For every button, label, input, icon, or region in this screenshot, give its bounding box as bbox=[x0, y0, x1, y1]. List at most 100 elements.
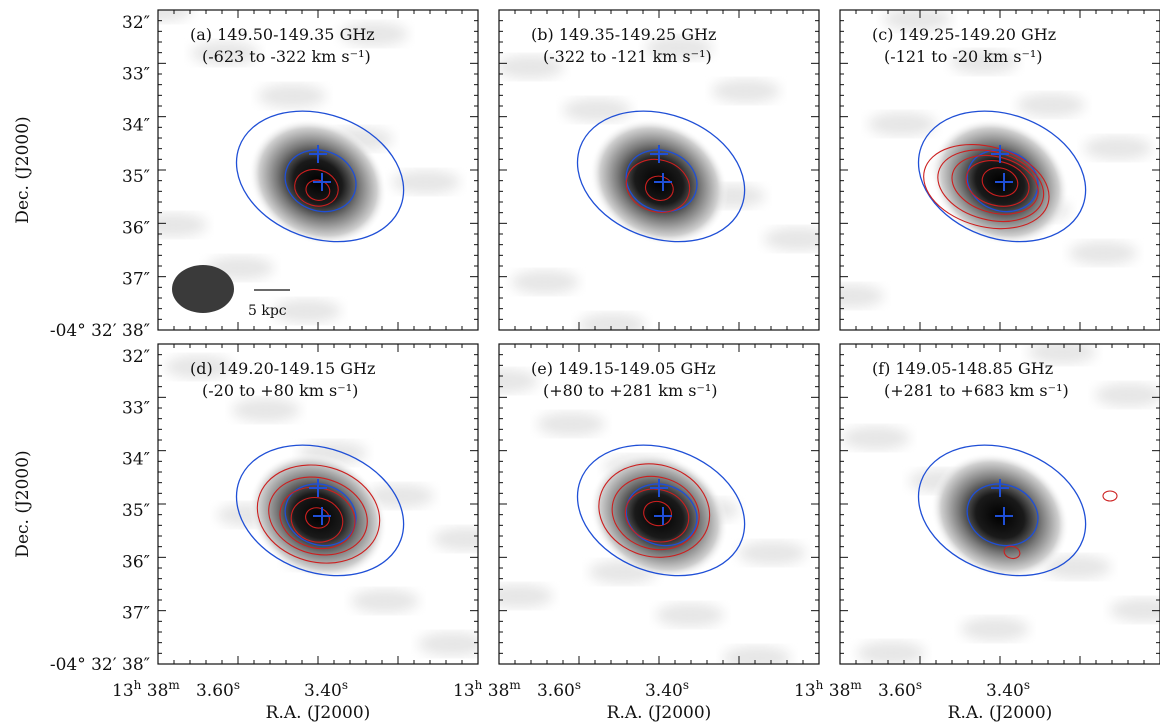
y-axis-label: Dec. (J2000) bbox=[13, 116, 33, 223]
panel-title: (d) 149.20-149.15 GHz bbox=[190, 359, 375, 378]
panel-velocity: (-322 to -121 km s⁻¹) bbox=[543, 47, 712, 66]
panel-velocity: (-20 to +80 km s⁻¹) bbox=[202, 381, 358, 400]
y-tick-label: 36″ bbox=[122, 552, 150, 572]
panel-b: (b) 149.35-149.25 GHz (-322 to -121 km s⁻… bbox=[498, 9, 820, 331]
noise-blob bbox=[1095, 383, 1160, 407]
x-tick-label: 3.60s bbox=[196, 678, 240, 701]
outer-ellipse bbox=[917, 110, 1087, 243]
noise-blob bbox=[499, 369, 538, 393]
panel-title: (c) 149.25-149.20 GHz bbox=[872, 25, 1056, 44]
noise-blob bbox=[1028, 344, 1096, 364]
outer-ellipse bbox=[235, 110, 405, 243]
scale-bar-label: 5 kpc bbox=[248, 303, 287, 319]
red-contour bbox=[923, 144, 1050, 230]
noise-blob bbox=[840, 284, 884, 308]
noise-blob bbox=[366, 484, 434, 508]
x-axis-label: R.A. (J2000) bbox=[266, 703, 371, 723]
noise-blob bbox=[418, 632, 478, 656]
y-tick-label: -04° 32′ 38″ bbox=[50, 321, 150, 341]
red-contour bbox=[268, 476, 368, 556]
red-contour bbox=[305, 507, 330, 529]
noise-blob bbox=[499, 584, 553, 608]
panel-f: (f) 149.05-148.85 GHz (+281 to +683 km s⁻… bbox=[839, 343, 1160, 665]
outer-ellipse bbox=[917, 444, 1087, 577]
panel-velocity: (-623 to -322 km s⁻¹) bbox=[202, 47, 371, 66]
panel-title: (b) 149.35-149.25 GHz bbox=[531, 25, 716, 44]
noise-blob bbox=[712, 79, 780, 103]
noise-blob bbox=[158, 10, 192, 22]
y-tick-label: 33″ bbox=[122, 64, 150, 84]
outer-ellipse bbox=[576, 110, 746, 243]
panel-e: (e) 149.15-149.05 GHz (+80 to +281 km s⁻¹… bbox=[498, 343, 820, 665]
noise-blob bbox=[764, 227, 819, 251]
red-contour bbox=[305, 179, 331, 201]
noise-blob bbox=[537, 412, 605, 436]
x-tick-label: 13h 38m bbox=[112, 678, 180, 701]
red-contour bbox=[611, 475, 700, 551]
noise-blob bbox=[1069, 241, 1137, 265]
red-contour-secondary bbox=[1102, 490, 1118, 502]
y-tick-label: 32″ bbox=[122, 347, 150, 367]
red-contour bbox=[256, 464, 381, 564]
y-tick-label: 32″ bbox=[122, 13, 150, 33]
noise-blob bbox=[158, 213, 207, 237]
noise-blob bbox=[578, 313, 646, 330]
red-contour bbox=[598, 463, 711, 558]
y-tick-label: 35″ bbox=[122, 501, 150, 521]
noise-blob bbox=[857, 641, 925, 664]
x-tick-label: 3.40s bbox=[986, 678, 1030, 701]
panel-c: (c) 149.25-149.20 GHz (-121 to -20 km s⁻¹… bbox=[839, 9, 1160, 331]
x-tick-label: 13h 38m bbox=[453, 678, 521, 701]
noise-blob bbox=[191, 41, 259, 65]
noise-blob bbox=[258, 84, 326, 108]
outer-ellipse bbox=[235, 444, 405, 577]
x-axis-label: R.A. (J2000) bbox=[607, 703, 712, 723]
y-tick-label: 35″ bbox=[122, 167, 150, 187]
noise-blob bbox=[511, 270, 579, 294]
noise-blob bbox=[868, 112, 936, 136]
noise-blob bbox=[340, 22, 408, 46]
red-contour bbox=[290, 497, 344, 543]
noise-blob bbox=[1110, 598, 1160, 622]
panel-a: (a) 149.50-149.35 GHz (-623 to -322 km s⁻… bbox=[157, 9, 479, 331]
panel-velocity: (+281 to +683 km s⁻¹) bbox=[884, 381, 1069, 400]
x-tick-label: 3.60s bbox=[537, 678, 581, 701]
noise-blob bbox=[351, 589, 419, 613]
noise-blob bbox=[950, 50, 1018, 74]
y-tick-label: 37″ bbox=[122, 270, 150, 290]
noise-blob bbox=[883, 10, 951, 31]
red-contour bbox=[1003, 545, 1021, 560]
red-contour bbox=[965, 160, 1030, 207]
panel-title: (a) 149.50-149.35 GHz bbox=[190, 25, 375, 44]
noise-blob bbox=[738, 541, 806, 565]
inner-ellipse bbox=[284, 149, 357, 213]
y-tick-label: 36″ bbox=[122, 218, 150, 238]
noise-blob bbox=[656, 603, 724, 627]
noise-blob bbox=[723, 646, 791, 664]
panel-velocity: (-121 to -20 km s⁻¹) bbox=[884, 47, 1043, 66]
noise-blob bbox=[433, 527, 478, 551]
noise-blob bbox=[1084, 136, 1152, 160]
noise-blob bbox=[1043, 555, 1111, 579]
y-tick-label: 34″ bbox=[122, 116, 150, 136]
panel-d: (d) 149.20-149.15 GHz (-20 to +80 km s⁻¹) bbox=[157, 343, 479, 665]
noise-blob bbox=[961, 617, 1029, 641]
noise-blob bbox=[273, 299, 341, 323]
noise-blob bbox=[563, 98, 631, 122]
noise-blob bbox=[645, 36, 713, 60]
x-tick-label: 3.60s bbox=[878, 678, 922, 701]
noise-blob bbox=[165, 355, 233, 379]
inner-ellipse bbox=[966, 149, 1039, 213]
red-contour bbox=[981, 167, 1019, 197]
beam-ellipse bbox=[172, 265, 234, 313]
inner-ellipse bbox=[625, 149, 698, 213]
y-tick-label: 33″ bbox=[122, 398, 150, 418]
noise-blob bbox=[392, 170, 460, 194]
outer-ellipse bbox=[576, 444, 746, 577]
red-contour bbox=[951, 154, 1039, 215]
y-tick-label: -04° 32′ 38″ bbox=[50, 655, 150, 675]
x-tick-label: 3.40s bbox=[645, 678, 689, 701]
noise-blob bbox=[842, 426, 910, 450]
panel-title: (e) 149.15-149.05 GHz bbox=[531, 359, 716, 378]
noise-blob bbox=[499, 55, 564, 79]
